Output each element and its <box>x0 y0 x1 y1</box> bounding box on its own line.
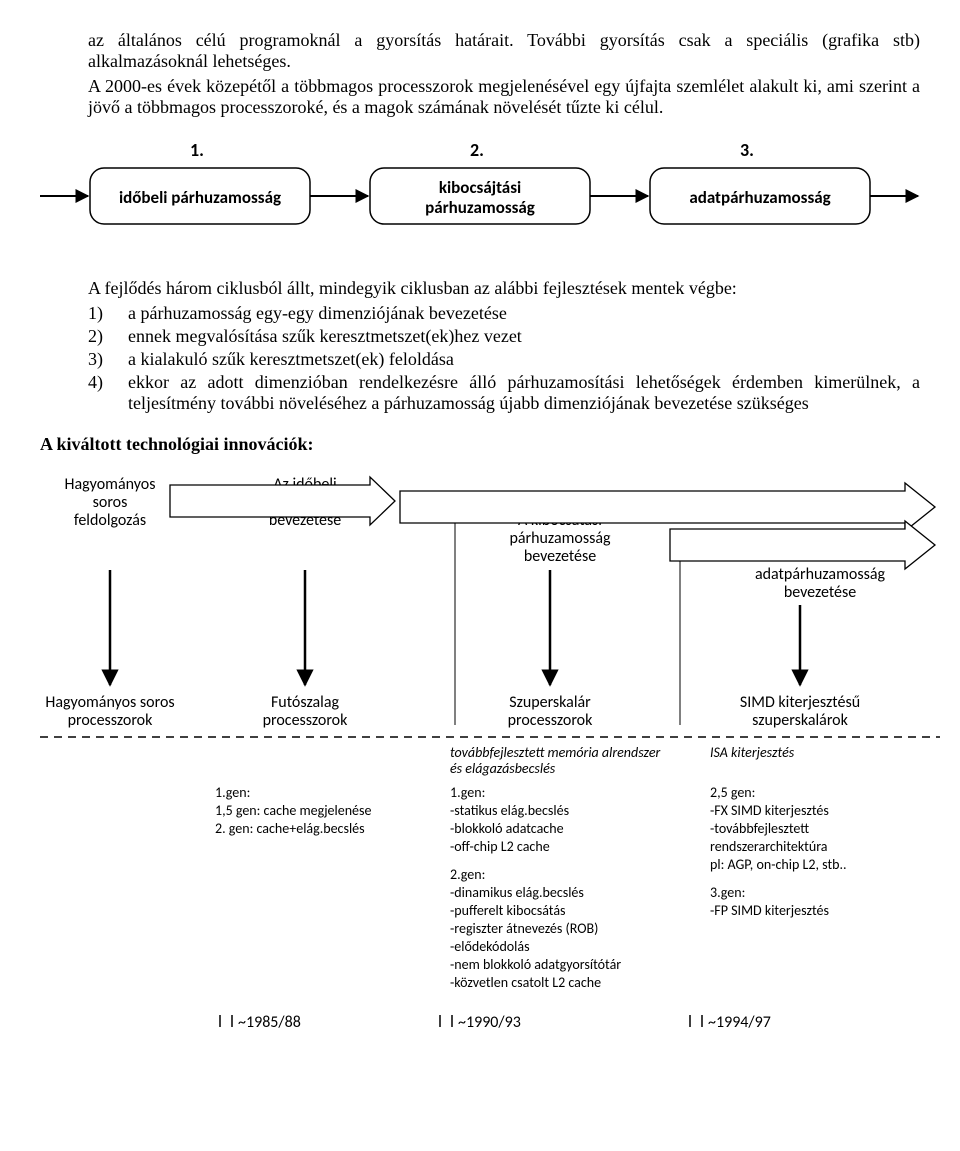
d2-gen-line: 1.gen: <box>215 784 250 801</box>
d2-gen-line: -off-chip L2 cache <box>450 838 550 855</box>
d2-mid1-1: Futószalag <box>271 693 340 712</box>
list-text: a párhuzamosság egy-egy dimenziójának be… <box>128 303 920 324</box>
d2-year1: ~1985/88 <box>238 1013 301 1032</box>
d2-gen-line: -elődekódolás <box>450 938 530 955</box>
d2-gen-line: -FP SIMD kiterjesztés <box>710 902 829 919</box>
d2-gen-line: 1,5 gen: cache megjelenése <box>215 802 372 819</box>
list-item: 2)ennek megvalósítása szűk keresztmetsze… <box>88 326 920 347</box>
list-num: 3) <box>88 349 128 370</box>
d2-top2-3: bevezetése <box>524 547 596 566</box>
cycles-list: 1)a párhuzamosság egy-egy dimenziójának … <box>40 303 920 414</box>
d2-gen-line: 2. gen: cache+elág.becslés <box>215 820 365 837</box>
d2-mid2-2: processzorok <box>508 711 593 730</box>
d2-sub3-1: ISA kiterjesztés <box>710 744 795 761</box>
diagram-timeline: Hagyományos soros feldolgozás Az időbeli… <box>40 475 920 1035</box>
d1-box1-label: időbeli párhuzamosság <box>119 187 281 208</box>
d2-mid0-1: Hagyományos soros <box>45 693 174 712</box>
d2-top2-2: párhuzamosság <box>509 529 611 548</box>
d1-box3-label: adatpárhuzamosság <box>689 187 830 208</box>
d2-gen-line: pl: AGP, on-chip L2, stb.. <box>710 856 847 873</box>
d2-year2: ~1990/93 <box>458 1013 521 1032</box>
d2-top0-2: soros <box>93 493 128 512</box>
d2-top0-1: Hagyományos <box>65 475 156 494</box>
list-num: 2) <box>88 326 128 347</box>
cycles-lead: A fejlődés három ciklusból állt, mindegy… <box>88 278 920 299</box>
d2-mid3-1: SIMD kiterjesztésű <box>740 693 860 712</box>
d1-box2-label2: párhuzamosság <box>425 197 535 218</box>
d1-num2: 2. <box>470 139 484 161</box>
d2-gen-line: -közvetlen csatolt L2 cache <box>450 974 601 991</box>
d2-gen-line: 3.gen: <box>710 884 745 901</box>
list-num: 1) <box>88 303 128 324</box>
d2-gen-line: -továbbfejlesztett <box>710 820 809 837</box>
list-text: a kialakuló szűk keresztmetszet(ek) felo… <box>128 349 920 370</box>
d2-gen-line: -dinamikus elág.becslés <box>450 884 584 901</box>
list-text: ekkor az adott dimenzióban rendelkezésre… <box>128 372 920 414</box>
intro-p1: az általános célú programoknál a gyorsít… <box>88 30 920 72</box>
cycles-block: A fejlődés három ciklusból állt, mindegy… <box>40 278 920 299</box>
heading-innov: A kiváltott technológiai innovációk: <box>40 434 920 455</box>
d2-gen-line: 2,5 gen: <box>710 784 755 801</box>
d2-blockarrow-2 <box>400 483 935 531</box>
diagram-cycles: 1. 2. 3. időbeli párhuzamosság kibocsájt… <box>40 138 920 268</box>
list-item: 4)ekkor az adott dimenzióban rendelkezés… <box>88 372 920 414</box>
d2-gen-line: 1.gen: <box>450 784 485 801</box>
d2-gen-line: -pufferelt kibocsátás <box>450 902 566 919</box>
d2-blockarrow-3 <box>670 521 935 569</box>
d2-gen-line: rendszerarchitektúra <box>710 838 828 855</box>
d2-gens-c2: 1.gen:-statikus elág.becslés-blokkoló ad… <box>450 784 621 991</box>
intro-p2: A 2000-es évek közepétől a többmagos pro… <box>88 76 920 118</box>
d2-gen-line: -regiszter átnevezés (ROB) <box>450 920 598 937</box>
d2-gens-c3: 2,5 gen:-FX SIMD kiterjesztés-továbbfejl… <box>710 784 847 919</box>
list-item: 1)a párhuzamosság egy-egy dimenziójának … <box>88 303 920 324</box>
list-text: ennek megvalósítása szűk keresztmetszet(… <box>128 326 920 347</box>
d2-top0-3: feldolgozás <box>74 511 146 530</box>
d2-top3-2: adatpárhuzamosság <box>755 565 886 584</box>
d2-sub2-2: és elágazásbecslés <box>450 760 556 777</box>
d2-gen-line: -FX SIMD kiterjesztés <box>710 802 829 819</box>
d2-gen-line: -statikus elág.becslés <box>450 802 569 819</box>
list-num: 4) <box>88 372 128 414</box>
intro-block: az általános célú programoknál a gyorsít… <box>40 30 920 118</box>
list-item: 3)a kialakuló szűk keresztmetszet(ek) fe… <box>88 349 920 370</box>
d1-num3: 3. <box>740 139 754 161</box>
d2-gens-c1: 1.gen:1,5 gen: cache megjelenése2. gen: … <box>215 784 372 837</box>
d2-gen-line: -nem blokkoló adatgyorsítótár <box>450 956 621 973</box>
d2-mid0-2: processzorok <box>68 711 153 730</box>
d1-box2-label1: kibocsájtási <box>439 177 521 198</box>
d2-mid2-1: Szuperskalár <box>509 693 591 712</box>
d1-num1: 1. <box>190 139 204 161</box>
d2-year3: ~1994/97 <box>708 1013 771 1032</box>
d2-gen-line: -blokkoló adatcache <box>450 820 564 837</box>
d2-sub2-1: továbbfejlesztett memória alrendszer <box>450 744 661 761</box>
d2-gen-line: 2.gen: <box>450 866 485 883</box>
d2-mid1-2: processzorok <box>263 711 348 730</box>
d2-top3-3: bevezetése <box>784 583 856 602</box>
d2-mid3-2: szuperskalárok <box>752 711 848 730</box>
